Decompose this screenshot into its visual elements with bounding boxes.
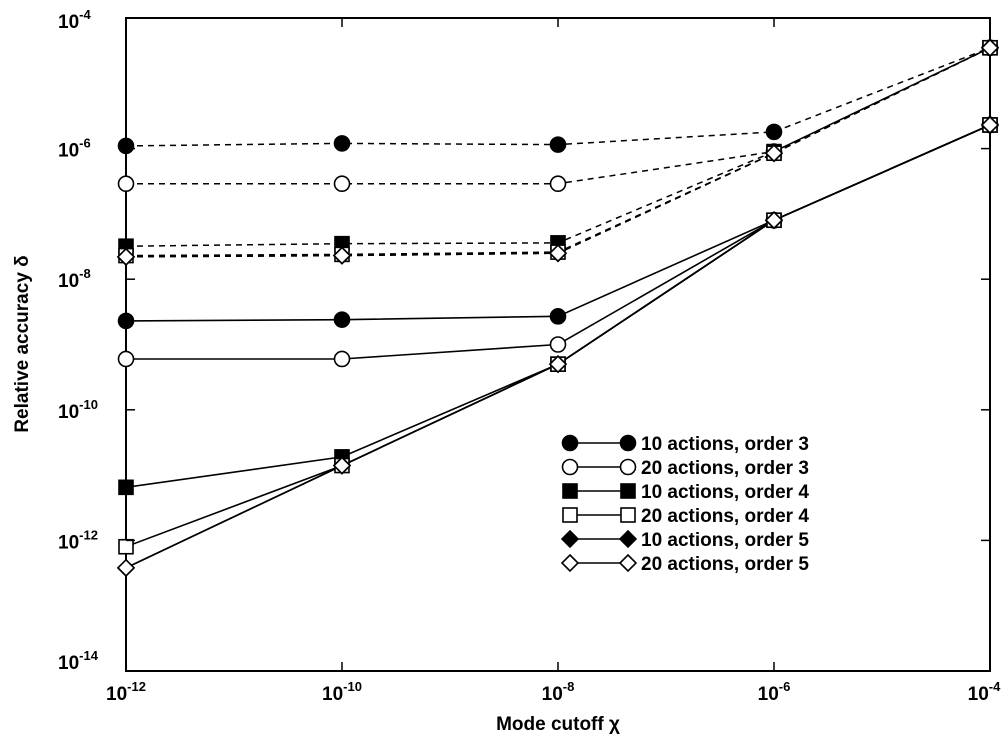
series-1-solid-point-1 bbox=[117, 312, 135, 330]
series-6-solid-point-5 bbox=[980, 115, 1000, 135]
x-tick-exp-5: -4 bbox=[989, 679, 1001, 694]
series-6-dashed-point-3 bbox=[548, 244, 568, 263]
series-3-solid-point-1 bbox=[118, 479, 134, 496]
series-2-dashed-point-2 bbox=[333, 175, 351, 193]
series-2-solid-point-1 bbox=[117, 350, 135, 368]
legend-marker-right-3 bbox=[620, 483, 636, 499]
series-6-solid-point-3 bbox=[548, 355, 568, 374]
legend-marker-right-4 bbox=[620, 507, 636, 523]
x-tick-label-3: 10-8 bbox=[542, 679, 575, 705]
legend-marker-left-5 bbox=[560, 529, 580, 549]
legend-label-1: 10 actions, order 3 bbox=[641, 434, 809, 455]
legend-marker-left-4 bbox=[562, 507, 578, 523]
legend: 10 actions, order 3 20 actions, order 3 10… bbox=[560, 434, 809, 575]
series-1-dashed-line bbox=[125, 47, 991, 147]
series-1-dashed-point-2 bbox=[333, 135, 351, 152]
series-6-dashed-point-2 bbox=[332, 246, 352, 265]
y-tick-base-4: 10 bbox=[58, 271, 79, 292]
y-tick-exp-3: -10 bbox=[79, 397, 98, 412]
series-2-dashed-point-3 bbox=[549, 175, 567, 193]
legend-marker-right-5 bbox=[618, 529, 638, 549]
x-tick-label-2: 10-10 bbox=[322, 679, 362, 705]
series-6-solid-point-4 bbox=[764, 211, 784, 230]
y-tick-exp-5: -6 bbox=[79, 136, 91, 151]
series-1-dashed-point-3 bbox=[549, 136, 567, 153]
x-axis-label: Mode cutoff χ bbox=[496, 714, 620, 735]
series-6-dashed-point-4 bbox=[764, 144, 784, 163]
y-tick-base-1: 10 bbox=[58, 653, 79, 674]
x-tick-label-4: 10-6 bbox=[758, 679, 791, 705]
legend-marker-right-1 bbox=[619, 434, 637, 452]
x-tick-exp-1: -12 bbox=[127, 679, 146, 694]
series-1-dashed-point-4 bbox=[765, 123, 783, 141]
series-1-solid-point-2 bbox=[333, 311, 351, 328]
y-tick-base-2: 10 bbox=[58, 532, 79, 553]
x-tick-base-1: 10 bbox=[106, 684, 127, 705]
x-tick-base-3: 10 bbox=[542, 684, 563, 705]
y-tick-label-6: 10-4 bbox=[58, 7, 91, 33]
series-6-dashed-point-1 bbox=[116, 247, 136, 266]
y-tick-exp-4: -8 bbox=[79, 266, 91, 281]
series-1-dashed-point-1 bbox=[117, 137, 135, 155]
series-6-solid-point-1 bbox=[116, 558, 136, 577]
series-2-solid-point-2 bbox=[333, 350, 351, 368]
x-axis-ticks: 10-12 10-10 10-8 10-6 10-4 bbox=[106, 18, 1001, 705]
series-2-solid-point-3 bbox=[549, 336, 567, 353]
legend-marker-right-6 bbox=[618, 553, 638, 573]
x-tick-exp-4: -6 bbox=[779, 679, 791, 694]
series-2-dashed-point-1 bbox=[117, 175, 135, 193]
legend-marker-left-3 bbox=[562, 483, 578, 499]
legend-label-6: 20 actions, order 5 bbox=[641, 554, 809, 575]
legend-label-5: 10 actions, order 5 bbox=[641, 530, 809, 551]
legend-marker-right-2 bbox=[619, 458, 637, 476]
legend-marker-left-2 bbox=[561, 458, 579, 476]
y-tick-exp-2: -12 bbox=[79, 527, 98, 542]
x-tick-label-5: 10-4 bbox=[968, 679, 1001, 705]
y-tick-base-3: 10 bbox=[58, 402, 79, 423]
x-tick-base-5: 10 bbox=[968, 684, 989, 705]
y-tick-exp-6: -4 bbox=[79, 7, 91, 22]
x-tick-label-1: 10-12 bbox=[106, 679, 146, 705]
y-tick-label-3: 10-10 bbox=[58, 397, 98, 423]
legend-marker-left-6 bbox=[560, 553, 580, 573]
series-1-solid-point-3 bbox=[549, 308, 567, 325]
series-6-dashed-point-5 bbox=[980, 38, 1000, 57]
legend-marker-left-1 bbox=[561, 434, 579, 452]
y-tick-base-6: 10 bbox=[58, 12, 79, 33]
legend-label-4: 20 actions, order 4 bbox=[641, 506, 809, 527]
y-tick-label-2: 10-12 bbox=[58, 527, 98, 553]
x-tick-base-4: 10 bbox=[758, 684, 779, 705]
series-4-solid-point-1 bbox=[118, 538, 134, 555]
series-6-solid-point-2 bbox=[332, 456, 352, 475]
y-tick-base-5: 10 bbox=[58, 141, 79, 162]
y-axis-label: Relative accuracy δ bbox=[12, 255, 33, 432]
y-tick-label-4: 10-8 bbox=[58, 266, 91, 292]
y-tick-label-1: 10-14 bbox=[58, 648, 99, 674]
series-1-solid-line bbox=[125, 124, 991, 322]
y-tick-exp-1: -14 bbox=[79, 648, 99, 663]
legend-label-2: 20 actions, order 3 bbox=[641, 458, 809, 479]
series-2-dashed-line bbox=[126, 47, 991, 185]
y-tick-label-5: 10-6 bbox=[58, 136, 91, 162]
x-tick-base-2: 10 bbox=[322, 684, 343, 705]
legend-label-3: 10 actions, order 4 bbox=[641, 482, 809, 503]
x-tick-exp-2: -10 bbox=[343, 679, 362, 694]
markers-layer bbox=[116, 38, 1000, 577]
x-tick-exp-3: -8 bbox=[563, 679, 575, 694]
